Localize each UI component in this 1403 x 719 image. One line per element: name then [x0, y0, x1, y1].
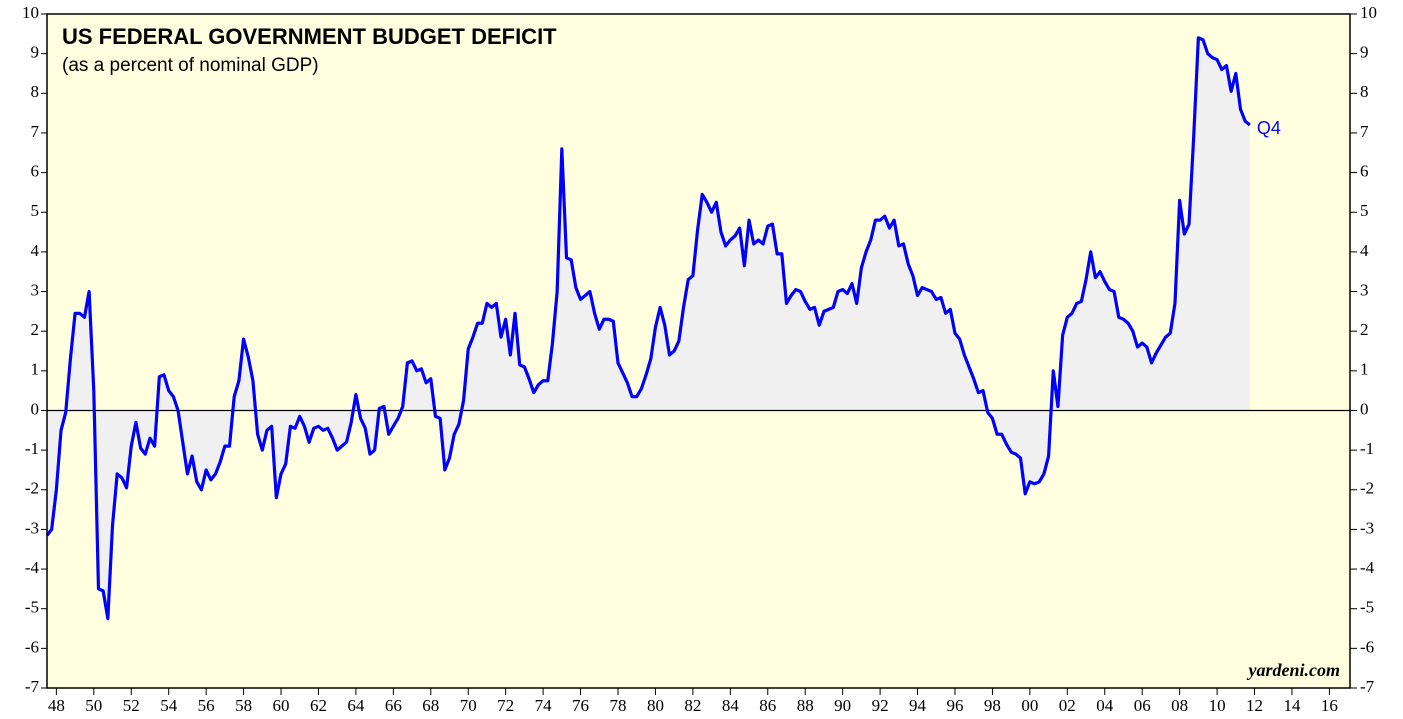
- x-tick-label: 68: [422, 696, 439, 715]
- x-tick-label: 84: [722, 696, 740, 715]
- x-tick-label: 00: [1021, 696, 1038, 715]
- x-tick-label: 64: [347, 696, 365, 715]
- x-tick-label: 78: [609, 696, 626, 715]
- line: [45, 36, 1251, 621]
- y-tick-label: -7: [25, 677, 40, 696]
- y-tick-label: -4: [25, 558, 40, 577]
- y-tick-label-right: 7: [1360, 122, 1369, 141]
- x-tick-label: 92: [872, 696, 889, 715]
- y-tick-label: 0: [31, 399, 40, 418]
- y-tick-label-right: 10: [1360, 3, 1377, 22]
- x-tick-label: 48: [48, 696, 65, 715]
- x-tick-label: 76: [572, 696, 589, 715]
- x-tick-label: 16: [1321, 696, 1338, 715]
- x-tick-label: 62: [310, 696, 327, 715]
- chart-subtitle: (as a percent of nominal GDP): [62, 55, 319, 76]
- y-tick-label-right: 0: [1360, 399, 1369, 418]
- x-tick-label: 52: [123, 696, 140, 715]
- x-tick-label: 70: [460, 696, 477, 715]
- plot-area: [45, 14, 1350, 688]
- x-tick-label: 54: [160, 696, 178, 715]
- y-tick-label: 7: [31, 122, 40, 141]
- x-tick-label: 90: [834, 696, 851, 715]
- y-tick-label: 9: [31, 43, 40, 62]
- y-tick-label: -3: [25, 518, 39, 537]
- plot-frame: [46, 13, 1351, 689]
- y-tick-label-right: 2: [1360, 320, 1369, 339]
- x-tick-label: 98: [984, 696, 1001, 715]
- x-tick-label: 06: [1134, 696, 1151, 715]
- x-tick-label: 66: [385, 696, 402, 715]
- y-tick-label-right: 6: [1360, 161, 1369, 180]
- x-tick-label: 88: [797, 696, 814, 715]
- y-tick-label-right: 8: [1360, 82, 1369, 101]
- x-tick-label: 56: [198, 696, 215, 715]
- y-tick-label-right: 5: [1360, 201, 1369, 220]
- y-tick-label: 3: [31, 280, 40, 299]
- y-tick-label: -5: [25, 598, 39, 617]
- y-tick-label: 1: [31, 360, 40, 379]
- y-tick-label-right: 1: [1360, 360, 1369, 379]
- y-tick-label: 2: [31, 320, 40, 339]
- x-tick-label: 86: [759, 696, 776, 715]
- y-tick-label-right: -4: [1360, 558, 1375, 577]
- y-tick-label-right: -5: [1360, 598, 1374, 617]
- y-tick-label-right: -2: [1360, 479, 1374, 498]
- x-tick-label: 50: [85, 696, 102, 715]
- x-tick-label: 10: [1209, 696, 1226, 715]
- y-tick-label-right: 9: [1360, 43, 1369, 62]
- x-tick-label: 72: [497, 696, 514, 715]
- y-tick-label-right: -6: [1360, 637, 1374, 656]
- x-tick-label: 94: [909, 696, 927, 715]
- x-tick-label: 04: [1096, 696, 1114, 715]
- annotation: Q4: [1257, 118, 1281, 138]
- x-tick-label: 74: [535, 696, 553, 715]
- y-tick-label: 4: [31, 241, 40, 260]
- x-tick-label: 80: [647, 696, 664, 715]
- source-label: yardeni.com: [1247, 660, 1341, 680]
- x-tick-label: 02: [1059, 696, 1076, 715]
- y-tick-label: -6: [25, 637, 39, 656]
- y-tick-label: 5: [31, 201, 40, 220]
- y-tick-label: -2: [25, 479, 39, 498]
- x-tick-label: 14: [1283, 696, 1301, 715]
- x-tick-label: 08: [1171, 696, 1188, 715]
- chart-title: US FEDERAL GOVERNMENT BUDGET DEFICIT: [62, 24, 557, 49]
- y-tick-label-right: 3: [1360, 280, 1369, 299]
- x-tick-label: 60: [273, 696, 290, 715]
- x-tick-label: 96: [946, 696, 963, 715]
- y-tick-label-right: -3: [1360, 518, 1374, 537]
- y-tick-label: -1: [25, 439, 39, 458]
- x-tick-label: 58: [235, 696, 252, 715]
- y-tick-label-right: 4: [1360, 241, 1369, 260]
- y-tick-label: 6: [31, 161, 40, 180]
- y-tick-label: 8: [31, 82, 40, 101]
- y-tick-label: 10: [22, 3, 39, 22]
- y-tick-label-right: -7: [1360, 677, 1375, 696]
- x-tick-label: 82: [684, 696, 701, 715]
- y-tick-label-right: -1: [1360, 439, 1374, 458]
- x-tick-label: 12: [1246, 696, 1263, 715]
